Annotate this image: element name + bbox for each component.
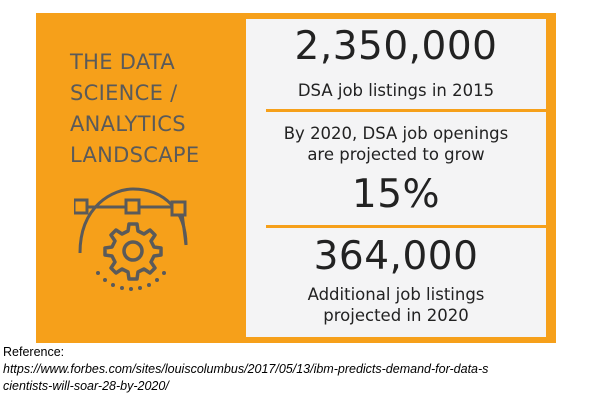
title-line: SCIENCE / [70, 81, 178, 105]
title-line: ANALYTICS [70, 112, 186, 136]
listings-2015-label: DSA job listings in 2015 [297, 81, 495, 100]
additional-listings-value: 364,000 [313, 234, 479, 279]
title-line: LANDSCAPE [70, 143, 200, 167]
additional-listings-label-line-1: Additional job listings [307, 285, 485, 304]
title-line: THE DATA [70, 50, 176, 74]
projection-text-line-2: are projected to grow [307, 145, 485, 164]
divider [266, 109, 548, 112]
reference-note: Reference: https://www.forbes.com/sites/… [3, 344, 599, 395]
additional-listings-label-line-2: projected in 2020 [323, 306, 469, 325]
stats-panel: 2,350,000 DSA job listings in 2015 By 20… [246, 19, 548, 337]
infographic-title: THE DATA SCIENCE / ANALYTICS LANDSCAPE [70, 47, 240, 171]
projection-text-line-1: By 2020, DSA job openings [283, 124, 509, 143]
reference-url-line-1: https://www.forbes.com/sites/louiscolumb… [3, 362, 489, 376]
gear-with-arc-and-nodes-icon [72, 185, 192, 295]
growth-percent: 15% [351, 172, 441, 217]
reference-label: Reference: [3, 345, 65, 359]
listings-2015-value: 2,350,000 [294, 24, 498, 69]
reference-url-line-2: cientists-will-soar-28-by-2020/ [3, 379, 169, 393]
data-science-infographic: THE DATA SCIENCE / ANALYTICS LANDSCAPE [36, 13, 556, 343]
divider [266, 225, 548, 228]
